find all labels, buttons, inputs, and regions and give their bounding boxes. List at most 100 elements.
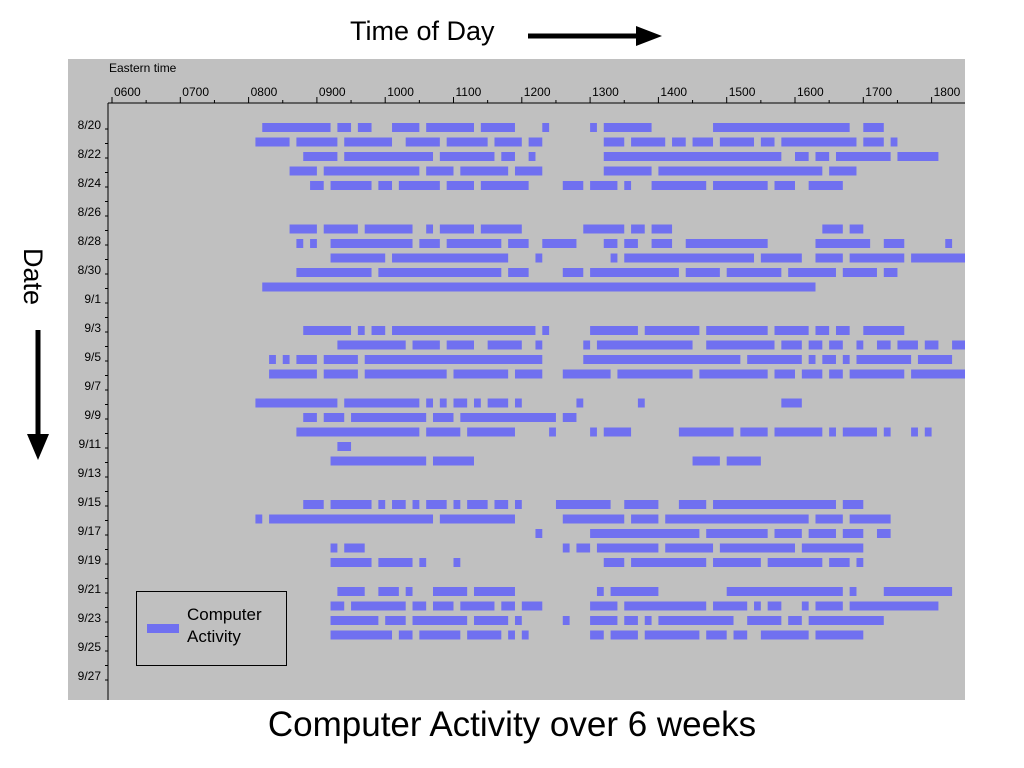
activity-bar bbox=[344, 543, 365, 553]
activity-bar bbox=[371, 326, 386, 335]
time-tick-label: 0900 bbox=[319, 85, 346, 99]
activity-bar bbox=[439, 224, 474, 234]
activity-bar bbox=[774, 427, 823, 437]
activity-bar bbox=[446, 239, 502, 248]
activity-bar bbox=[713, 500, 836, 509]
activity-bar bbox=[583, 355, 741, 364]
activity-bar bbox=[303, 152, 338, 161]
activity-bar bbox=[678, 427, 734, 437]
activity-bar bbox=[296, 427, 420, 437]
activity-bar bbox=[835, 326, 850, 335]
activity-bar bbox=[911, 427, 918, 437]
activity-chart: Eastern time 0600 0700 0800 0900 1000 1100 1200… bbox=[68, 59, 965, 700]
activity-bar bbox=[740, 427, 768, 437]
activity-bar bbox=[337, 340, 406, 350]
activity-bar bbox=[617, 369, 693, 379]
activity-bar bbox=[719, 137, 755, 147]
activity-bar bbox=[337, 587, 365, 596]
activity-bar bbox=[863, 326, 905, 335]
activity-bar bbox=[255, 398, 338, 408]
activity-bar bbox=[392, 253, 509, 263]
activity-bar bbox=[815, 239, 871, 248]
activity-bar bbox=[433, 413, 454, 422]
activity-bar bbox=[610, 587, 659, 596]
activity-bar bbox=[590, 529, 700, 538]
activity-bar bbox=[815, 514, 843, 524]
activity-bar bbox=[508, 630, 515, 640]
activity-bar bbox=[535, 340, 543, 350]
legend-swatch bbox=[147, 624, 179, 633]
time-tick-label: 0800 bbox=[251, 85, 278, 99]
activity-bar bbox=[296, 268, 372, 277]
time-tick-label: 1600 bbox=[797, 85, 824, 99]
activity-bar bbox=[883, 427, 891, 437]
activity-bar bbox=[685, 239, 768, 248]
activity-bar bbox=[774, 326, 809, 335]
activity-bar bbox=[562, 413, 577, 422]
activity-bar bbox=[911, 369, 965, 379]
activity-bar bbox=[282, 355, 290, 364]
activity-bar bbox=[521, 601, 543, 611]
activity-bar bbox=[665, 543, 714, 553]
activity-bar bbox=[719, 543, 795, 553]
activity-bar bbox=[323, 224, 358, 234]
activity-bar bbox=[590, 123, 597, 132]
activity-bar bbox=[726, 268, 782, 277]
activity-bar bbox=[255, 137, 290, 147]
activity-bar bbox=[501, 601, 515, 611]
activity-bar bbox=[426, 427, 461, 437]
activity-bar bbox=[760, 137, 775, 147]
activity-bar bbox=[562, 514, 625, 524]
activity-bar bbox=[480, 181, 529, 190]
activity-bar bbox=[658, 616, 734, 625]
activity-bar bbox=[815, 630, 864, 640]
activity-bar bbox=[262, 282, 816, 292]
activity-bar bbox=[747, 616, 782, 625]
activity-bar bbox=[603, 166, 652, 176]
activity-bar bbox=[480, 123, 515, 132]
activity-bar bbox=[842, 427, 877, 437]
activity-bar bbox=[788, 268, 836, 277]
activity-bar bbox=[323, 355, 358, 364]
activity-bar bbox=[330, 558, 372, 567]
activity-bar bbox=[542, 326, 550, 335]
activity-bar bbox=[624, 181, 632, 190]
activity-bar bbox=[808, 529, 836, 538]
activity-bar bbox=[392, 500, 406, 509]
activity-bar bbox=[521, 630, 529, 640]
activity-bar bbox=[644, 630, 700, 640]
activity-bar bbox=[426, 398, 434, 408]
date-tick-label: 9/21 bbox=[78, 582, 102, 596]
activity-bar bbox=[603, 137, 625, 147]
activity-bar bbox=[788, 616, 802, 625]
activity-bar bbox=[528, 137, 543, 147]
activity-bar bbox=[426, 166, 454, 176]
time-tick-label: 1700 bbox=[865, 85, 892, 99]
activity-bar bbox=[494, 137, 522, 147]
activity-bar bbox=[419, 558, 427, 567]
activity-bar bbox=[433, 587, 468, 596]
activity-bar bbox=[801, 369, 823, 379]
activity-bar bbox=[460, 166, 509, 176]
activity-bar bbox=[330, 630, 393, 640]
activity-bar bbox=[255, 514, 263, 524]
activity-bar bbox=[439, 398, 447, 408]
date-tick-label: 9/25 bbox=[78, 640, 102, 654]
activity-bar bbox=[378, 268, 502, 277]
activity-bar bbox=[590, 630, 604, 640]
date-tick-label: 9/13 bbox=[78, 466, 102, 480]
activity-bar bbox=[767, 601, 782, 611]
activity-bar bbox=[453, 369, 509, 379]
activity-bar bbox=[514, 398, 522, 408]
activity-bar bbox=[829, 340, 843, 350]
activity-bar bbox=[692, 137, 714, 147]
date-tick-label: 9/1 bbox=[84, 292, 101, 306]
activity-bar bbox=[467, 630, 502, 640]
activity-bar bbox=[801, 543, 864, 553]
activity-bar bbox=[344, 398, 420, 408]
time-tick-label: 0600 bbox=[114, 85, 141, 99]
activity-bar bbox=[528, 152, 536, 161]
activity-bar bbox=[590, 427, 597, 437]
activity-bar bbox=[699, 369, 768, 379]
activity-bar bbox=[883, 239, 905, 248]
